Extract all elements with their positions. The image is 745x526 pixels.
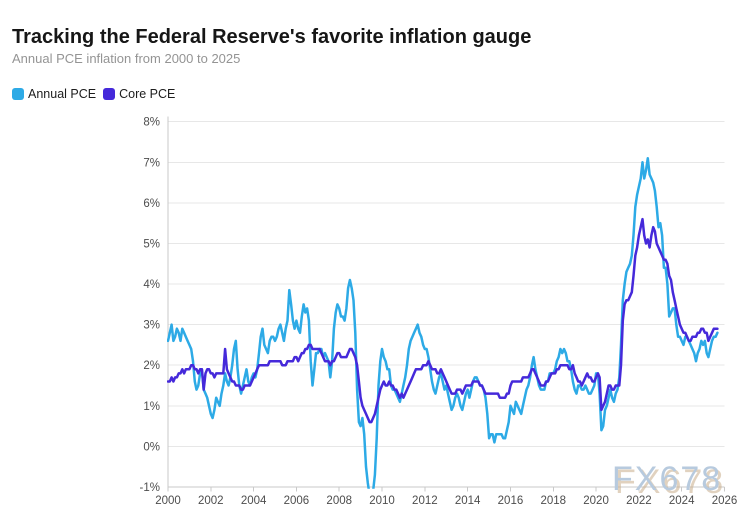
svg-text:-1%: -1% bbox=[140, 482, 160, 494]
svg-text:8%: 8% bbox=[143, 117, 160, 129]
svg-text:5%: 5% bbox=[143, 238, 160, 250]
svg-text:2008: 2008 bbox=[326, 495, 352, 507]
svg-text:4%: 4% bbox=[143, 279, 160, 291]
legend-item-core-pce: Core PCE bbox=[103, 87, 175, 101]
svg-text:2022: 2022 bbox=[626, 495, 652, 507]
legend-label-core-pce: Core PCE bbox=[119, 87, 176, 101]
svg-text:2024: 2024 bbox=[669, 495, 695, 507]
svg-text:7%: 7% bbox=[143, 157, 160, 169]
svg-text:2018: 2018 bbox=[540, 495, 566, 507]
svg-text:2026: 2026 bbox=[712, 495, 738, 507]
svg-text:2016: 2016 bbox=[498, 495, 524, 507]
legend-swatch-core-pce-icon bbox=[103, 88, 116, 100]
legend-label-annual-pce: Annual PCE bbox=[28, 87, 97, 101]
svg-text:2%: 2% bbox=[143, 360, 160, 372]
svg-text:3%: 3% bbox=[143, 320, 160, 332]
svg-text:2020: 2020 bbox=[583, 495, 609, 507]
chart-legend: Annual PCE Core PCE bbox=[12, 87, 175, 101]
legend-swatch-annual-pce-icon bbox=[12, 88, 24, 100]
svg-text:2006: 2006 bbox=[284, 495, 310, 507]
svg-text:0%: 0% bbox=[143, 441, 160, 453]
svg-text:2010: 2010 bbox=[369, 495, 395, 507]
svg-text:2014: 2014 bbox=[455, 495, 481, 507]
svg-text:2002: 2002 bbox=[198, 495, 224, 507]
svg-text:2012: 2012 bbox=[412, 495, 438, 507]
svg-text:1%: 1% bbox=[143, 401, 160, 413]
chart-subtitle: Annual PCE inflation from 2000 to 2025 bbox=[12, 51, 241, 66]
svg-text:6%: 6% bbox=[143, 198, 160, 210]
svg-text:2000: 2000 bbox=[155, 495, 181, 507]
legend-item-annual-pce: Annual PCE bbox=[12, 87, 96, 101]
page-title: Tracking the Federal Reserve's favorite … bbox=[12, 26, 532, 48]
svg-text:2004: 2004 bbox=[241, 495, 267, 507]
